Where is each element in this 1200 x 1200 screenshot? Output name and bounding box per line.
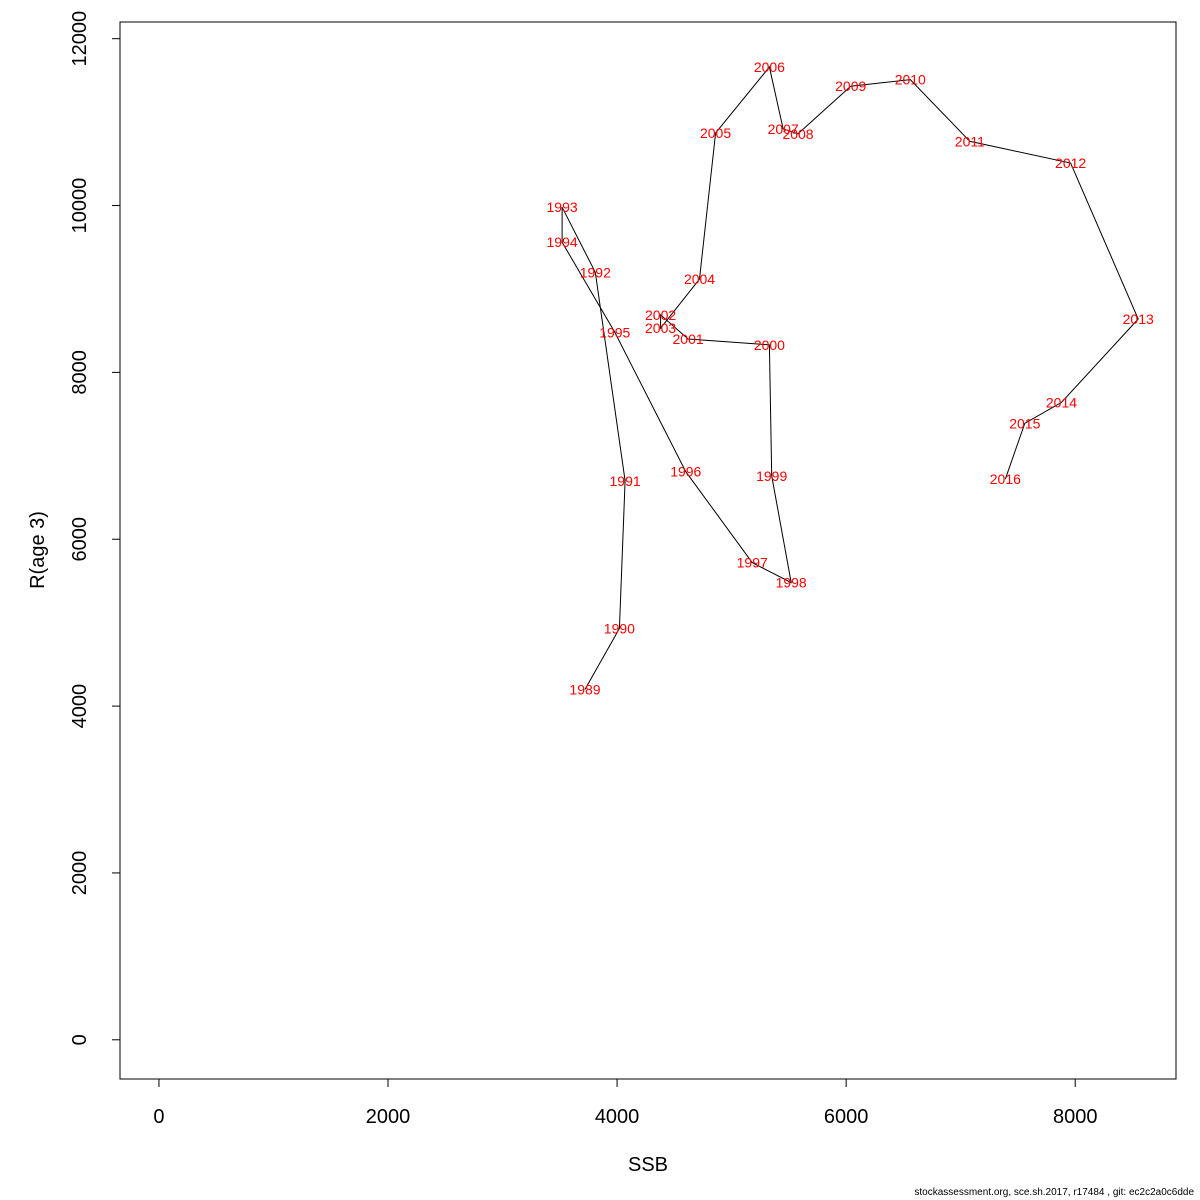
y-tick-label: 10000 [69,178,91,234]
point-label-2015: 2015 [1009,415,1040,431]
y-tick-label: 2000 [69,851,91,896]
point-labels: 1989 1990 1991 1992 1993 1994 1995 1996 1997 1998… [547,59,1154,697]
point-label-1995: 1995 [599,324,630,340]
series-line [561,65,1139,690]
point-label-1992: 1992 [580,264,611,280]
footer-credit: stockassessment.org, sce.sh.2017, r17484… [914,1187,1194,1198]
y-axis: 0 2000 4000 6000 8000 10000 12000 [69,11,121,1045]
point-label-1990: 1990 [604,621,635,637]
point-label-2012: 2012 [1055,155,1086,171]
y-tick-label: 12000 [69,11,91,67]
point-label-1996: 1996 [670,464,701,480]
y-axis-title: R(age 3) [27,511,49,589]
x-axis-title: SSB [628,1154,668,1176]
x-axis: 0 2000 4000 6000 8000 [153,1078,1098,1128]
point-label-2000: 2000 [754,337,785,353]
point-label-2003: 2003 [645,320,676,336]
y-tick-label: 6000 [69,517,91,562]
point-label-2011: 2011 [955,133,985,149]
point-label-2005: 2005 [700,125,731,141]
point-label-1989: 1989 [569,681,600,697]
point-label-2007: 2007 [768,121,799,137]
point-label-2001: 2001 [673,331,704,347]
point-label-2004: 2004 [684,271,715,287]
y-tick-label: 8000 [69,350,91,395]
point-label-1991: 1991 [610,473,641,489]
point-label-2002: 2002 [645,307,676,323]
x-tick-label: 2000 [366,1106,411,1128]
x-tick-label: 4000 [595,1106,640,1128]
point-label-1997: 1997 [737,555,768,571]
point-label-1998: 1998 [776,575,807,591]
y-tick-label: 0 [69,1034,91,1045]
point-label-2016: 2016 [990,471,1021,487]
point-label-2008: 2008 [782,126,813,142]
point-label-1993: 1993 [547,199,578,215]
y-tick-label: 4000 [69,684,91,729]
plot-frame [119,21,1177,1080]
point-label-2010: 2010 [895,72,926,88]
point-label-1994: 1994 [547,234,578,250]
point-label-1999: 1999 [756,468,787,484]
point-label-2009: 2009 [835,78,866,94]
x-tick-label: 6000 [824,1106,869,1128]
x-tick-label: 8000 [1053,1106,1098,1128]
point-label-2014: 2014 [1046,394,1077,410]
x-tick-label: 0 [153,1106,164,1128]
point-label-2013: 2013 [1123,311,1154,327]
point-label-2006: 2006 [754,59,785,75]
